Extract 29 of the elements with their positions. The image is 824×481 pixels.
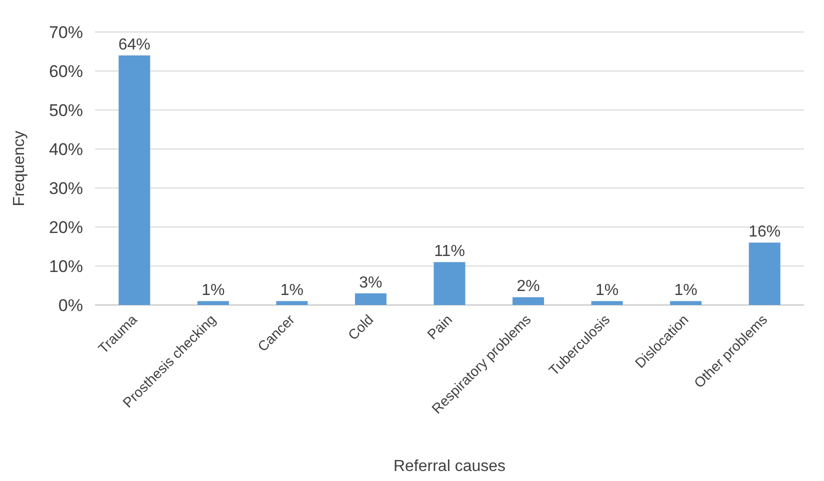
bar [591, 301, 623, 305]
y-tick-label: 0% [58, 296, 83, 315]
data-label: 1% [674, 282, 698, 300]
data-label: 1% [595, 282, 619, 300]
bar [748, 242, 780, 305]
data-label: 11% [434, 243, 465, 260]
y-tick-label: 70% [48, 22, 83, 42]
bar [354, 293, 386, 305]
data-label: 3% [359, 274, 382, 292]
bar [197, 301, 229, 305]
bar [118, 55, 150, 305]
bar [434, 262, 466, 305]
y-tick-label: 20% [48, 218, 83, 237]
bar [670, 301, 702, 305]
data-label: 64% [118, 36, 150, 54]
data-label: 1% [202, 282, 225, 300]
data-label: 2% [516, 278, 540, 296]
bar [276, 301, 308, 305]
y-axis-title: Frequency [11, 130, 28, 206]
data-label: 1% [280, 282, 304, 300]
bar [512, 297, 544, 305]
y-tick-label: 50% [48, 100, 83, 120]
y-tick-label: 30% [48, 178, 83, 198]
y-tick-label: 10% [48, 256, 83, 276]
data-label: 16% [748, 224, 781, 241]
y-tick-label: 60% [48, 62, 83, 81]
y-tick-label: 40% [48, 140, 83, 159]
x-tick-label: Pain [424, 311, 456, 342]
x-axis-title: Referral causes [393, 458, 506, 475]
